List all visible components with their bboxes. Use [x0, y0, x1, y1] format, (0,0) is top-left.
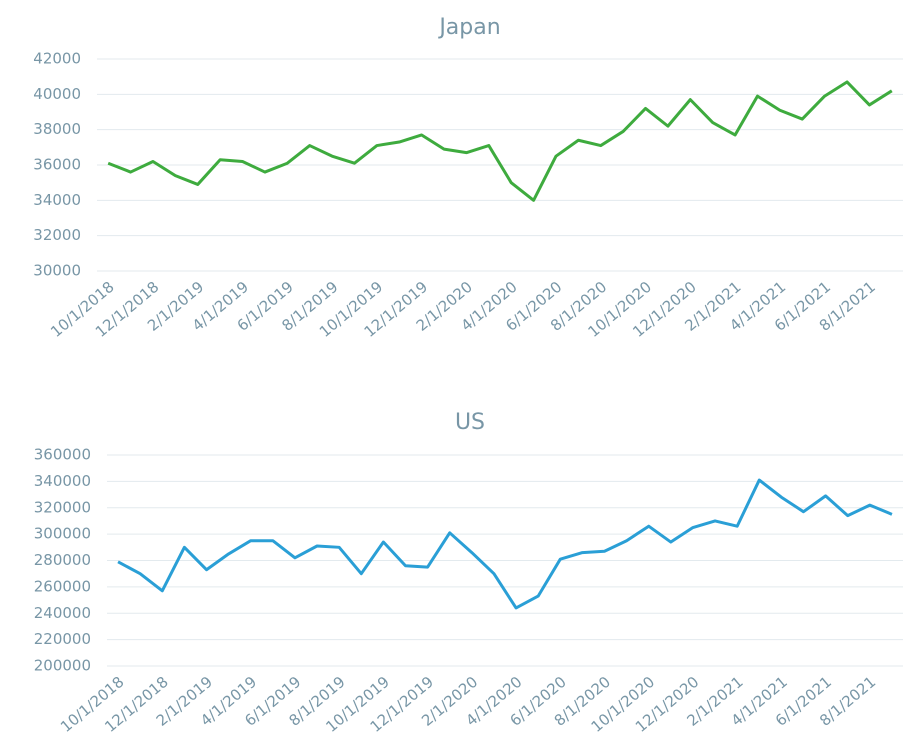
y-tick-label: 36000	[33, 156, 81, 174]
chart-title: Japan	[437, 15, 500, 40]
y-tick-label: 38000	[33, 120, 81, 138]
y-tick-label: 220000	[34, 630, 91, 648]
y-tick-label: 280000	[34, 551, 91, 569]
y-tick-label: 34000	[33, 191, 81, 209]
y-tick-label: 360000	[34, 446, 91, 464]
y-tick-label: 340000	[34, 472, 91, 490]
line-series	[107, 80, 893, 202]
y-tick-label: 42000	[33, 50, 81, 68]
y-tick-label: 300000	[34, 525, 91, 543]
y-tick-label: 200000	[34, 657, 91, 675]
y-tick-label: 320000	[34, 498, 91, 516]
y-tick-label: 32000	[33, 226, 81, 244]
y-tick-label: 30000	[33, 262, 81, 280]
y-tick-label: 240000	[34, 604, 91, 622]
line-series	[117, 478, 893, 610]
y-tick-label: 260000	[34, 577, 91, 595]
chart-title: US	[455, 410, 485, 435]
y-tick-label: 40000	[33, 85, 81, 103]
